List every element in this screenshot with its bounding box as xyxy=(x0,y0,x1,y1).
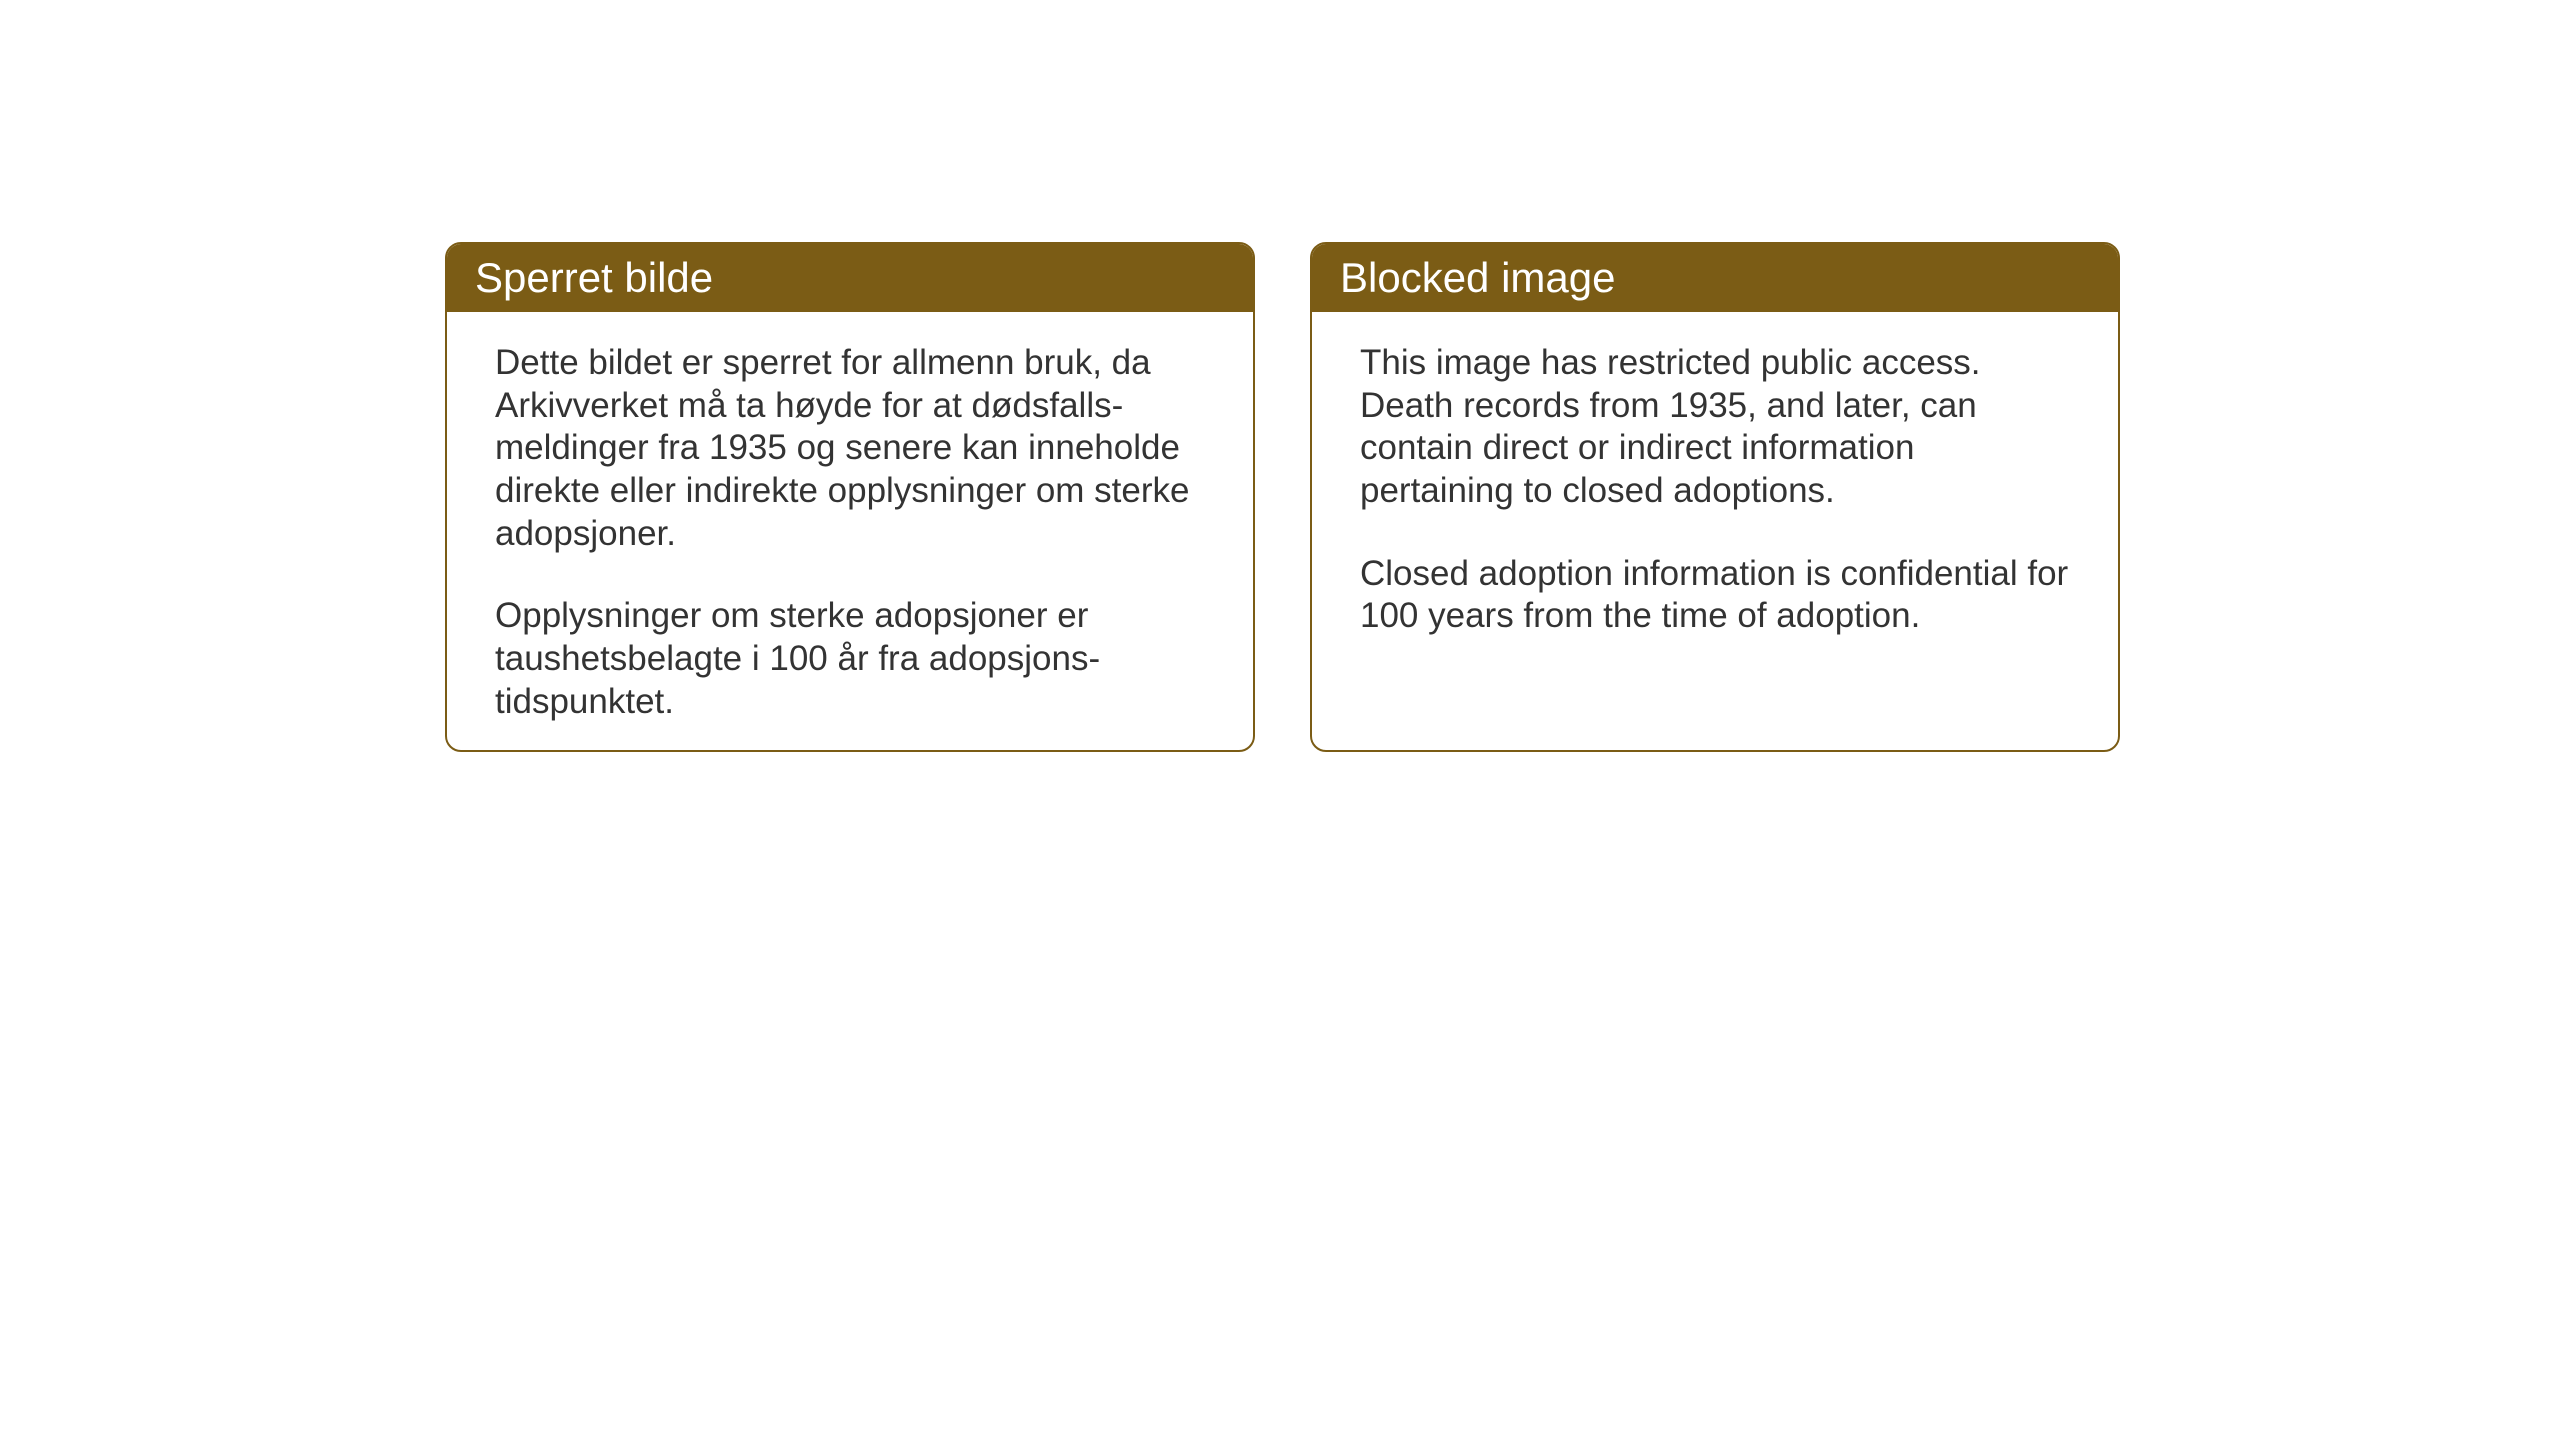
cards-container: Sperret bilde Dette bildet er sperret fo… xyxy=(445,242,2120,752)
english-paragraph-1: This image has restricted public access.… xyxy=(1360,342,2070,513)
english-paragraph-2: Closed adoption information is confident… xyxy=(1360,553,2070,638)
norwegian-paragraph-2: Opplysninger om sterke adopsjoner er tau… xyxy=(495,595,1205,723)
norwegian-card-body: Dette bildet er sperret for allmenn bruk… xyxy=(447,312,1253,752)
norwegian-card-title: Sperret bilde xyxy=(475,254,713,301)
english-notice-card: Blocked image This image has restricted … xyxy=(1310,242,2120,752)
norwegian-notice-card: Sperret bilde Dette bildet er sperret fo… xyxy=(445,242,1255,752)
norwegian-card-header: Sperret bilde xyxy=(447,244,1253,312)
english-card-title: Blocked image xyxy=(1340,254,1615,301)
english-card-header: Blocked image xyxy=(1312,244,2118,312)
english-card-body: This image has restricted public access.… xyxy=(1312,312,2118,668)
norwegian-paragraph-1: Dette bildet er sperret for allmenn bruk… xyxy=(495,342,1205,555)
